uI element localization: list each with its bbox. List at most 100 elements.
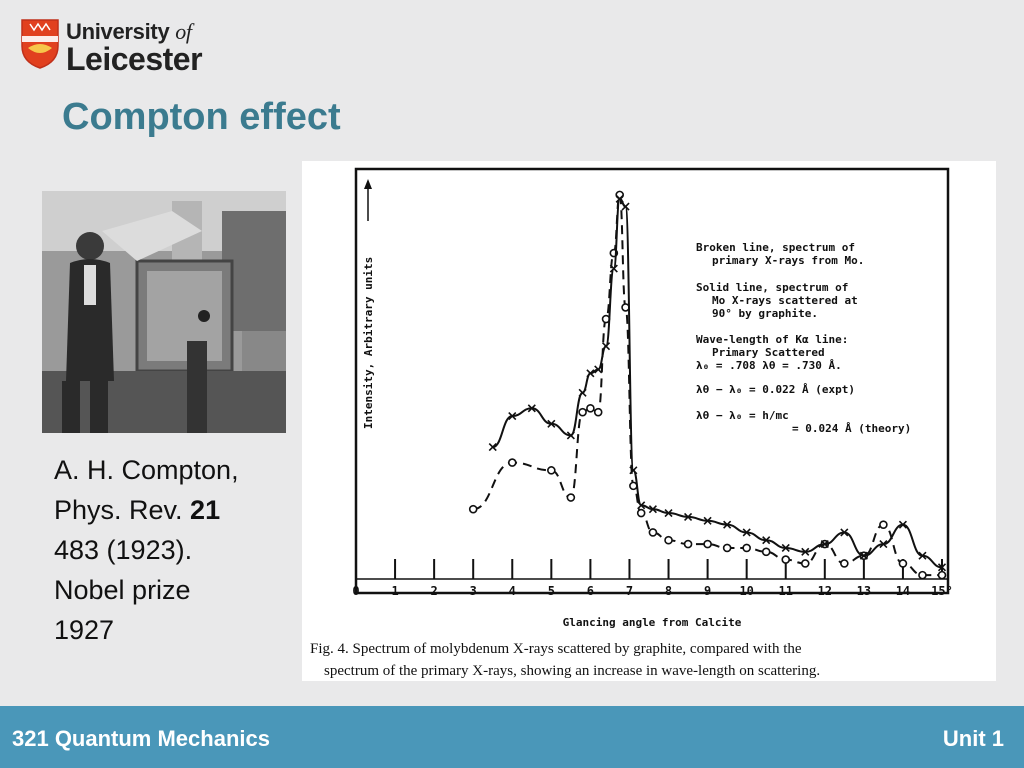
spectrum-chart: 0 1 2 3 4 5 6 7 8 9 10 11 12 13 14 15° Glancing angle f… (310, 167, 953, 679)
point-cross-17 (703, 516, 712, 525)
point-cross-6 (586, 369, 595, 378)
legend-line-1: primary X-rays from Mo. (712, 254, 864, 267)
point-circle-0 (468, 504, 478, 514)
caption-line-4: Nobel prize (54, 575, 191, 605)
caption-line-3: 483 (1923). (54, 535, 193, 565)
point-circle-27 (918, 570, 927, 580)
point-cross-25 (859, 551, 868, 560)
footer-bar: 321 Quantum Mechanics Unit 1 (0, 706, 1024, 768)
point-cross-16 (684, 512, 693, 521)
legend-line-8: λθ − λ₀ = 0.022 Å (expt) (696, 383, 855, 396)
legend-line-4: 90° by graphite. (712, 307, 818, 320)
point-cross-1 (508, 411, 517, 421)
point-circle-28 (937, 570, 947, 580)
point-circle-1 (507, 458, 517, 467)
compton-photo-image (42, 191, 286, 433)
caption-line-2: Phys. Rev. 21 (54, 495, 221, 525)
point-circle-25 (879, 520, 888, 529)
x-tick-label-13: 13 (857, 584, 871, 598)
point-cross-11 (621, 202, 630, 211)
legend-line-6: Primary Scattered (712, 346, 825, 359)
y-axis-arrow (364, 179, 372, 221)
x-tick-label-8: 8 (665, 584, 672, 598)
point-circle-17 (722, 543, 732, 553)
legend-line-9: λθ − λ₀ = h/mc (696, 409, 789, 422)
point-cross-28 (918, 551, 927, 560)
point-cross-20 (762, 536, 771, 545)
course-name: 321 Quantum Mechanics (12, 726, 270, 751)
x-axis-label: Glancing angle from Calcite (563, 616, 742, 629)
legend-line-5: Wave-length of Kα line: (696, 333, 848, 346)
point-cross-5 (578, 388, 587, 397)
point-circle-20 (781, 555, 791, 564)
point-circle-2 (547, 466, 556, 475)
logo-line-university: University of (66, 19, 192, 44)
x-tick-label-7: 7 (626, 584, 633, 598)
point-circle-23 (840, 559, 849, 568)
legend-line-3: Mo X-rays scattered at (712, 294, 858, 307)
point-circle-5 (586, 403, 595, 413)
point-cross-8 (601, 342, 611, 351)
x-tick-label-11: 11 (779, 584, 793, 598)
point-cross-15 (664, 508, 673, 518)
point-cross-29 (937, 563, 947, 572)
series-group (468, 190, 947, 580)
point-cross-0 (488, 443, 497, 452)
point-circle-26 (898, 559, 908, 568)
point-circle-21 (800, 559, 810, 568)
point-cross-21 (781, 543, 790, 553)
point-cross-22 (801, 547, 810, 556)
logo-line-leicester: Leicester (66, 41, 203, 77)
x-tick-label-2: 2 (431, 584, 438, 598)
point-cross-18 (723, 520, 732, 529)
point-cross-14 (648, 505, 657, 514)
x-tick-label-10: 10 (739, 584, 753, 598)
plot-frame (354, 167, 950, 595)
caption: A. H. Compton, Phys. Rev. 21 483 (1923).… (54, 450, 294, 650)
university-logo: University of Leicester (20, 18, 240, 77)
compton-photo (42, 191, 286, 433)
point-circle-15 (683, 539, 693, 549)
shield-icon (21, 19, 59, 69)
legend-line-10: = 0.024 Å (theory) (792, 422, 911, 435)
point-cross-19 (742, 528, 751, 537)
point-cross-7 (594, 365, 603, 374)
x-tick-label-12: 12 (818, 584, 832, 598)
x-tick-label-0: 0 (352, 584, 359, 598)
x-tick-label-1: 1 (391, 584, 398, 598)
point-cross-3 (547, 419, 556, 428)
x-tick-label-14: 14 (896, 584, 910, 598)
point-cross-27 (898, 520, 907, 529)
x-ticks (355, 559, 943, 579)
legend-line-7: λ₀ = .708 λθ = .730 Å. (696, 359, 842, 372)
legend-line-0: Broken line, spectrum of (696, 241, 855, 254)
point-cross-24 (840, 528, 849, 537)
spectrum-figure: 0 1 2 3 4 5 6 7 8 9 10 11 12 13 14 15° Glancing angle f… (302, 161, 996, 681)
point-circle-14 (664, 535, 673, 545)
y-axis-label: Intensity, Arbitrary units (362, 257, 375, 429)
figure-caption-line-2: spectrum of the primary X-rays, showing … (324, 663, 820, 679)
point-cross-12 (629, 466, 638, 475)
point-cross-10 (615, 194, 624, 203)
point-circle-4 (578, 407, 587, 417)
point-circle-19 (761, 547, 771, 557)
unit-label: Unit 1 (942, 726, 1004, 751)
x-tick-labels: 0 1 2 3 4 5 6 7 8 9 10 11 12 13 14 15° (352, 584, 952, 598)
point-cross-2 (527, 404, 536, 413)
x-tick-label-4: 4 (509, 584, 516, 598)
legend-line-2: Solid line, spectrum of (696, 281, 848, 294)
slide-title: Compton effect (62, 96, 341, 138)
caption-line-5: 1927 (54, 615, 115, 645)
point-cross-4 (566, 431, 575, 440)
caption-line-1: A. H. Compton, (54, 455, 239, 485)
point-circle-3 (566, 493, 576, 502)
figure-caption-line-1: Fig. 4. Spectrum of molybdenum X-rays sc… (310, 641, 802, 657)
point-cross-9 (609, 264, 618, 273)
point-cross-26 (879, 540, 888, 549)
point-circle-16 (703, 539, 712, 549)
x-tick-label-6: 6 (587, 584, 594, 598)
point-circle-13 (648, 528, 658, 537)
point-circle-12 (636, 508, 646, 518)
x-tick-label-15: 15° (931, 584, 953, 598)
